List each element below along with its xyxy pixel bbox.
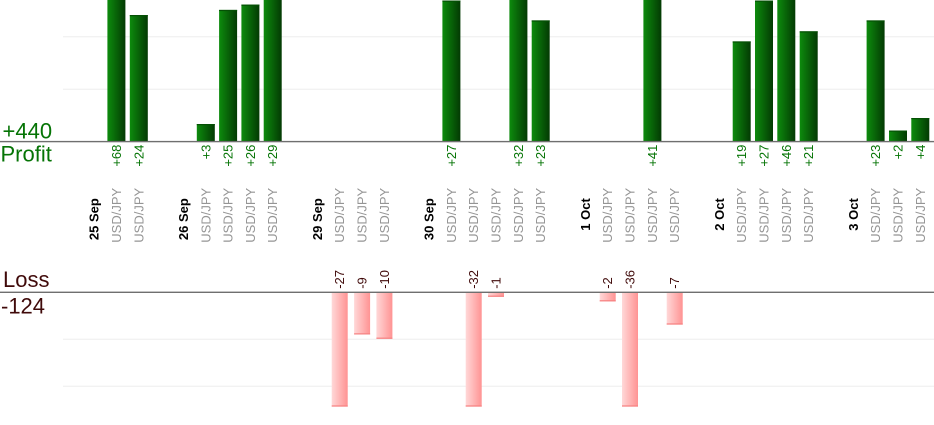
- svg-text:USD/JPY: USD/JPY: [332, 187, 347, 242]
- svg-text:USD/JPY: USD/JPY: [868, 187, 883, 242]
- svg-text:+19: +19: [734, 145, 749, 167]
- svg-text:+440: +440: [3, 118, 53, 143]
- svg-text:+2: +2: [891, 145, 906, 160]
- svg-text:USD/JPY: USD/JPY: [734, 187, 749, 242]
- svg-text:USD/JPY: USD/JPY: [198, 187, 213, 242]
- svg-text:USD/JPY: USD/JPY: [779, 187, 794, 242]
- svg-text:-7: -7: [667, 277, 682, 289]
- svg-text:USD/JPY: USD/JPY: [891, 187, 906, 242]
- svg-text:USD/JPY: USD/JPY: [489, 187, 504, 242]
- svg-text:USD/JPY: USD/JPY: [221, 187, 236, 242]
- svg-text:-36: -36: [623, 270, 638, 289]
- svg-text:+68: +68: [109, 145, 124, 167]
- svg-text:+41: +41: [645, 145, 660, 167]
- svg-text:-27: -27: [332, 270, 347, 289]
- svg-text:Loss: Loss: [3, 267, 49, 292]
- svg-text:+23: +23: [868, 145, 883, 167]
- svg-text:USD/JPY: USD/JPY: [444, 187, 459, 242]
- svg-text:30 Sep: 30 Sep: [422, 198, 437, 240]
- svg-text:25 Sep: 25 Sep: [87, 198, 102, 240]
- svg-text:2 Oct: 2 Oct: [712, 198, 727, 231]
- svg-text:+24: +24: [131, 145, 146, 167]
- svg-text:+32: +32: [511, 145, 526, 167]
- svg-text:USD/JPY: USD/JPY: [533, 187, 548, 242]
- svg-text:USD/JPY: USD/JPY: [466, 187, 481, 242]
- svg-text:USD/JPY: USD/JPY: [600, 187, 615, 242]
- svg-text:-32: -32: [466, 270, 481, 289]
- svg-text:26 Sep: 26 Sep: [176, 198, 191, 240]
- svg-text:+46: +46: [779, 145, 794, 167]
- svg-text:+3: +3: [198, 145, 213, 160]
- svg-text:+29: +29: [265, 145, 280, 167]
- svg-text:-2: -2: [600, 277, 615, 289]
- svg-text:-124: -124: [1, 294, 45, 319]
- svg-text:USD/JPY: USD/JPY: [265, 187, 280, 242]
- svg-text:+27: +27: [444, 145, 459, 167]
- svg-text:USD/JPY: USD/JPY: [623, 187, 638, 242]
- svg-text:+27: +27: [757, 145, 772, 167]
- svg-text:1 Oct: 1 Oct: [578, 198, 593, 231]
- svg-text:USD/JPY: USD/JPY: [377, 187, 392, 242]
- svg-text:3 Oct: 3 Oct: [846, 198, 861, 231]
- svg-text:USD/JPY: USD/JPY: [511, 187, 526, 242]
- svg-text:-9: -9: [355, 277, 370, 289]
- svg-text:USD/JPY: USD/JPY: [131, 187, 146, 242]
- svg-text:+23: +23: [533, 145, 548, 167]
- svg-text:+4: +4: [913, 145, 928, 160]
- svg-text:+21: +21: [801, 145, 816, 167]
- svg-text:USD/JPY: USD/JPY: [645, 187, 660, 242]
- svg-text:Profit: Profit: [1, 142, 52, 167]
- svg-text:+25: +25: [221, 145, 236, 167]
- svg-text:USD/JPY: USD/JPY: [355, 187, 370, 242]
- svg-text:USD/JPY: USD/JPY: [667, 187, 682, 242]
- svg-text:+26: +26: [243, 145, 258, 167]
- svg-text:USD/JPY: USD/JPY: [801, 187, 816, 242]
- svg-text:USD/JPY: USD/JPY: [913, 187, 928, 242]
- svg-text:-10: -10: [377, 270, 392, 289]
- svg-text:USD/JPY: USD/JPY: [243, 187, 258, 242]
- svg-text:USD/JPY: USD/JPY: [757, 187, 772, 242]
- svg-text:-1: -1: [489, 277, 504, 289]
- svg-text:29 Sep: 29 Sep: [310, 198, 325, 240]
- svg-text:USD/JPY: USD/JPY: [109, 187, 124, 242]
